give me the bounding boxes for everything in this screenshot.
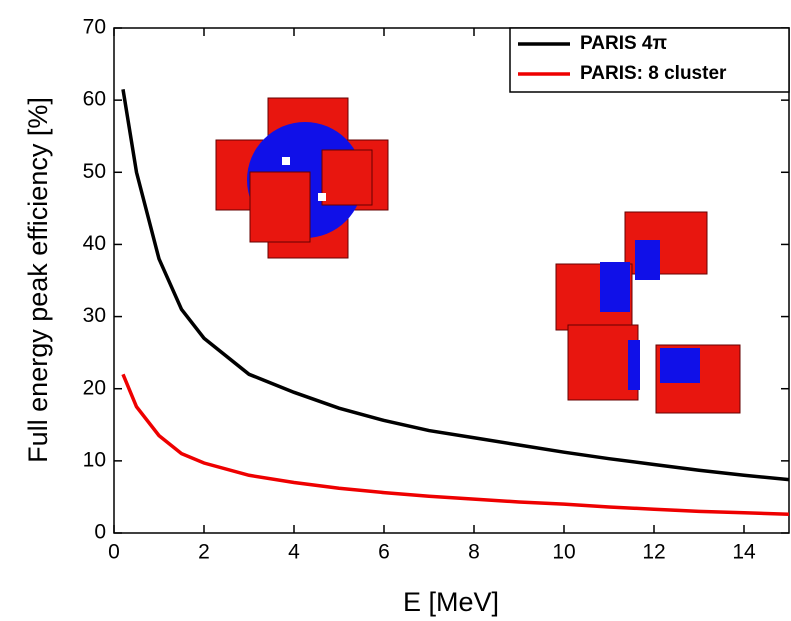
plot-frame xyxy=(113,27,790,534)
x-tick-label: 0 xyxy=(108,541,120,564)
legend-label: PARIS 4π xyxy=(580,33,668,54)
x-tick-label: 10 xyxy=(552,541,575,564)
x-tick-label: 4 xyxy=(288,541,300,564)
x-tick-label: 6 xyxy=(378,541,390,564)
y-tick-label: 30 xyxy=(83,304,106,327)
y-tick-label: 50 xyxy=(83,160,106,183)
detector-illustration xyxy=(215,97,741,414)
legend-label: PARIS: 8 cluster xyxy=(580,63,727,84)
y-tick-label: 0 xyxy=(94,521,106,544)
y-tick-label: 10 xyxy=(83,448,106,471)
y-tick-label: 60 xyxy=(83,88,106,111)
x-axis-title: E [MeV] xyxy=(403,587,499,617)
y-tick-label: 40 xyxy=(83,232,106,255)
line-series xyxy=(121,373,790,516)
x-tick-label: 14 xyxy=(732,541,756,564)
y-axis-title: Full energy peak efficiency [%] xyxy=(23,97,53,463)
line-series xyxy=(121,89,790,482)
x-tick-label: 8 xyxy=(468,541,480,564)
x-tick-label: 12 xyxy=(642,541,665,564)
y-tick-label: 20 xyxy=(83,376,106,399)
x-tick-label: 2 xyxy=(198,541,210,564)
y-tick-label: 70 xyxy=(83,16,106,39)
legend-box xyxy=(509,27,790,93)
